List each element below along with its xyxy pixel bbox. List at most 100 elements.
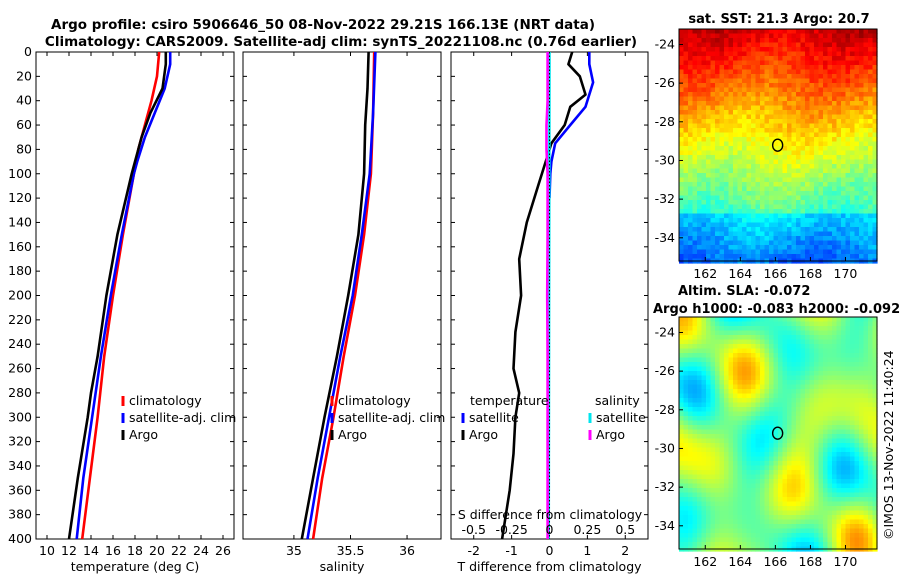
- temperature-ytick-label: 120: [8, 190, 32, 205]
- sst_map-ytick-label: -32: [655, 191, 675, 206]
- temperature-ytick-label: 280: [8, 385, 32, 400]
- diff-legend-title-sal: salinity: [595, 393, 640, 408]
- temperature-ytick-label: 160: [8, 239, 32, 254]
- sst_map-ytick-label: -34: [655, 230, 675, 245]
- watermark: ©IMOS 13-Nov-2022 11:40:24: [881, 350, 896, 540]
- salinity-panel: 35 35.5 36 salinity climatology satellite-adj…: [242, 51, 445, 574]
- sst_map-argo-marker: [771, 138, 784, 152]
- temperature-ytick-label: 360: [8, 482, 32, 497]
- sla_map-ytick-label: -28: [655, 402, 675, 417]
- sst_map-xtick-label: 164: [728, 266, 752, 281]
- diff-legend-label: Argo: [469, 427, 498, 442]
- diff-s-tick-label: 0.25: [573, 522, 601, 537]
- diff-s-tick-label: 0.5: [615, 522, 635, 537]
- temperature-xtick-label: 16: [105, 543, 121, 558]
- temperature-legend-label: satellite-adj. clim: [129, 410, 236, 425]
- difference-panel: -2 -1 0 1 2T difference from climatology S di…: [450, 51, 649, 574]
- salinity-xtick-label: 35.5: [337, 543, 365, 558]
- sla_map-ytick-label: -32: [655, 479, 675, 494]
- diff-legend-label: Argo: [596, 427, 625, 442]
- difference-series-3: [545, 52, 549, 539]
- temperature-axes-box: [35, 51, 235, 540]
- salinity-legend-label: Argo: [338, 427, 367, 442]
- temperature-ytick-label: 140: [8, 214, 32, 229]
- sla-map-panel: 162 164 166 168 170 -24 -26 -28 -30 -32 -34: [655, 316, 878, 569]
- title-line2: Climatology: CARS2009. Satellite-adj cli…: [45, 34, 637, 50]
- sst_map-cells: [679, 29, 878, 264]
- sla_map-xtick-label: 166: [763, 554, 787, 569]
- temperature-xtick-label: 22: [171, 543, 187, 558]
- diff-s-tick-label: -0.25: [495, 522, 527, 537]
- difference-series-0: [548, 52, 595, 199]
- sla_map-cells: [679, 317, 878, 552]
- sst_map-xtick-label: 162: [693, 266, 717, 281]
- sla-map-title2: Argo h1000: -0.083 h2000: -0.092: [653, 302, 900, 317]
- sla_map-xtick-label: 164: [728, 554, 752, 569]
- sst_map-frame: [678, 28, 878, 262]
- difference-xtick-label: -1: [505, 543, 517, 558]
- diff-legend-label: satellite: [596, 410, 646, 425]
- temperature-ytick-label: 0: [24, 44, 32, 59]
- temperature-panel: 10 12 14 16 18 20 22 24 260204060801001201401601…: [8, 44, 236, 574]
- sla_map-xtick-label: 162: [693, 554, 717, 569]
- temperature-ytick-label: 180: [8, 263, 32, 278]
- temperature-ytick-label: 240: [8, 336, 32, 351]
- temperature-legend-label: climatology: [129, 393, 202, 408]
- sla_map-ytick-label: -34: [655, 518, 675, 533]
- diff-legend-title-temp: temperature: [470, 393, 549, 408]
- sla_map-frame: [678, 316, 878, 550]
- diff-legend-label: satellite: [469, 410, 519, 425]
- salinity-legend-label: climatology: [338, 393, 411, 408]
- difference-xtick-label: 1: [583, 543, 591, 558]
- temperature-xtick-label: 20: [149, 543, 165, 558]
- sla_map-xtick-label: 168: [798, 554, 822, 569]
- sst_map-ytick-label: -28: [655, 114, 675, 129]
- temperature-ytick-label: 200: [8, 288, 32, 303]
- temperature-series-1: [75, 52, 172, 540]
- temperature-legend-label: Argo: [129, 427, 158, 442]
- temperature-ytick-label: 80: [16, 141, 32, 156]
- salinity-series-1: [306, 51, 377, 540]
- salinity-series-2: [300, 51, 370, 540]
- diff-xlabel-top: S difference from climatology: [458, 507, 643, 522]
- sla_map-ytick-label: -24: [655, 324, 675, 339]
- difference-series-1: [500, 51, 587, 540]
- temperature-ytick-label: 20: [16, 68, 32, 83]
- salinity-axes-box: [242, 51, 442, 540]
- difference-xtick-label: -2: [467, 543, 479, 558]
- temperature-xtick-label: 18: [127, 543, 143, 558]
- temperature-xlabel: temperature (deg C): [71, 559, 200, 574]
- difference-xtick-label: 0: [546, 543, 554, 558]
- sst_map-xtick-label: 168: [798, 266, 822, 281]
- temperature-ytick-label: 400: [8, 531, 32, 546]
- sla_map-ytick-label: -30: [655, 440, 675, 455]
- temperature-ytick-label: 100: [8, 166, 32, 181]
- temperature-ytick-label: 260: [8, 361, 32, 376]
- sst-map-title: sat. SST: 21.3 Argo: 20.7: [688, 12, 869, 27]
- difference-xlabel: T difference from climatology: [456, 559, 642, 574]
- sst-map-panel: 162 164 166 168 170 -24 -26 -28 -30 -32 -34: [655, 28, 878, 281]
- temperature-ytick-label: 320: [8, 434, 32, 449]
- sst_map-ytick-label: -26: [655, 75, 675, 90]
- salinity-xtick-label: 35: [286, 543, 302, 558]
- diff-s-tick-label: -0.5: [462, 522, 486, 537]
- temperature-ytick-label: 380: [8, 507, 32, 522]
- temperature-xtick-label: 26: [215, 543, 231, 558]
- sla_map-ytick-label: -26: [655, 363, 675, 378]
- temperature-ytick-label: 340: [8, 458, 32, 473]
- sla_map-xtick-label: 170: [834, 554, 858, 569]
- temperature-series-2: [67, 52, 168, 540]
- sst_map-xtick-label: 166: [763, 266, 787, 281]
- sst_map-ytick-label: -30: [655, 152, 675, 167]
- temperature-xtick-label: 12: [61, 543, 77, 558]
- salinity-xtick-label: 36: [399, 543, 415, 558]
- salinity-legend-label: satellite-adj. clim: [338, 410, 445, 425]
- salinity-xlabel: salinity: [320, 559, 365, 574]
- sst_map-xtick-label: 170: [834, 266, 858, 281]
- temperature-xtick-label: 24: [193, 543, 209, 558]
- title-line1: Argo profile: csiro 5906646_50 08-Nov-20…: [51, 17, 595, 33]
- temperature-ytick-label: 300: [8, 409, 32, 424]
- temperature-ytick-label: 60: [16, 117, 32, 132]
- temperature-ytick-label: 40: [16, 93, 32, 108]
